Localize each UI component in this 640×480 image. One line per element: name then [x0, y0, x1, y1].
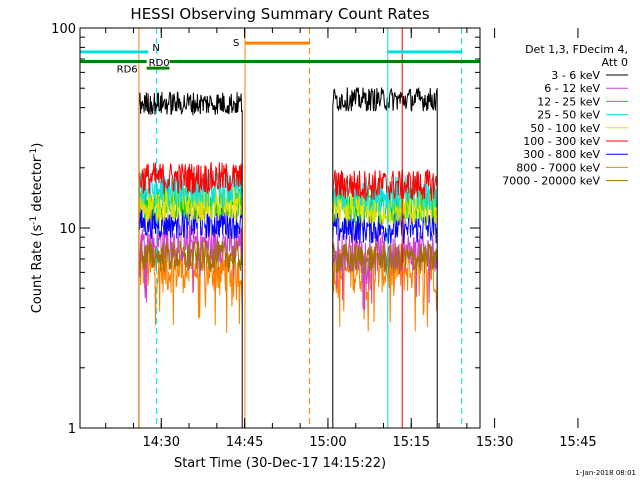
- legend-entry-label: 7000 - 20000 keV: [502, 175, 600, 188]
- legend-entry-label: 800 - 7000 keV: [516, 161, 600, 174]
- footer-date: 1-Jan-2018 08:01: [575, 469, 636, 477]
- legend-entry-label: 50 - 100 keV: [530, 122, 600, 135]
- annotation-layer: N S RD6 RD0: [80, 28, 480, 428]
- series-line: [332, 169, 438, 201]
- legend-header-2: Att 0: [602, 56, 628, 69]
- legend-entry-label: 3 - 6 keV: [551, 69, 600, 82]
- x-tick-label: 15:15: [393, 435, 430, 450]
- axis-layer: 14:30 14:45 15:00 15:15 15:30 15:45 1 10 100: [51, 22, 597, 450]
- y-axis-label-main: Count Rate (s: [30, 225, 45, 314]
- series-line: [332, 212, 438, 244]
- y-tick-label: 1: [68, 422, 76, 437]
- y-axis-label-end: ): [30, 143, 45, 148]
- series-line: [138, 240, 243, 273]
- series-line: [138, 91, 243, 428]
- legend-header-1: Det 1,3, FDecim 4,: [525, 43, 628, 56]
- y-tick-label: 100: [51, 22, 76, 37]
- legend-entry-label: 25 - 50 keV: [537, 109, 600, 122]
- y-axis-label: Count Rate (s-1 detector-1): [29, 143, 45, 314]
- legend-entry-label: 6 - 12 keV: [544, 82, 600, 95]
- saa-label: S: [233, 38, 239, 49]
- y-axis-label-sup2: -1: [29, 148, 39, 157]
- chart-title: HESSI Observing Summary Count Rates: [130, 5, 429, 23]
- legend-entry-label: 100 - 300 keV: [523, 135, 600, 148]
- legend-entry-label: 12 - 25 keV: [537, 95, 600, 108]
- x-tick-label: 15:00: [309, 435, 346, 450]
- y-axis-label-sup1: -1: [29, 216, 39, 225]
- x-tick-label: 14:45: [226, 435, 263, 450]
- data-layer: [138, 86, 438, 428]
- x-axis-label: Start Time (30-Dec-17 14:15:22): [174, 456, 386, 471]
- x-tick-label: 15:30: [476, 435, 513, 450]
- series-line: [138, 161, 243, 194]
- x-tick-label: 15:45: [559, 435, 596, 450]
- night-label: N: [152, 43, 159, 54]
- series-line: [332, 243, 438, 275]
- legend-entry-label: 300 - 800 keV: [523, 148, 600, 161]
- series-line: [332, 86, 438, 428]
- x-tick-label: 14:30: [143, 435, 180, 450]
- y-tick-label: 10: [59, 222, 76, 237]
- rd-label: RD6: [117, 64, 138, 75]
- rd-label: RD0: [149, 58, 170, 69]
- y-axis-label-mid: detector: [30, 156, 45, 216]
